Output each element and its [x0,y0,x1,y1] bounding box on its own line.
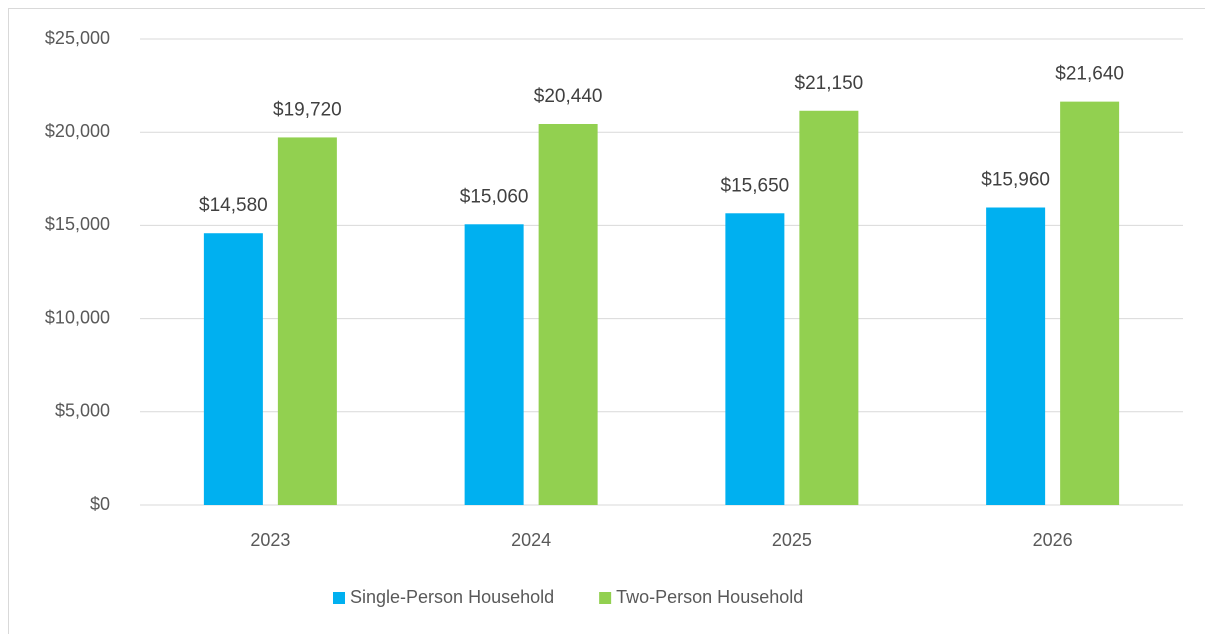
y-tick-label: $0 [90,494,110,514]
legend-label: Two-Person Household [616,587,803,607]
data-label: $21,640 [1055,64,1124,85]
legend-swatch [599,592,612,604]
bar [799,110,859,505]
data-label: $20,440 [534,86,603,107]
bar [1060,101,1120,505]
y-tick-label: $25,000 [45,28,110,48]
data-label: $15,960 [981,170,1050,191]
x-tick-label: 2025 [772,530,812,550]
y-tick-label: $20,000 [45,121,110,141]
data-label: $15,650 [721,175,790,196]
data-label: $14,580 [199,195,268,216]
data-label: $15,060 [460,186,529,207]
bar [203,233,263,505]
bar [725,213,785,505]
legend-swatch [333,592,345,604]
bar [464,224,524,505]
x-tick-label: 2023 [250,530,290,550]
x-tick-label: 2024 [511,530,551,550]
bar [986,207,1046,505]
legend-label: Single-Person Household [350,587,554,607]
bar [538,123,598,505]
x-tick-label: 2026 [1033,530,1073,550]
data-label: $19,720 [273,99,342,120]
data-label: $21,150 [795,73,864,94]
y-tick-label: $10,000 [45,307,110,327]
y-tick-label: $5,000 [55,401,110,421]
bar [277,137,337,506]
y-tick-label: $15,000 [45,214,110,234]
